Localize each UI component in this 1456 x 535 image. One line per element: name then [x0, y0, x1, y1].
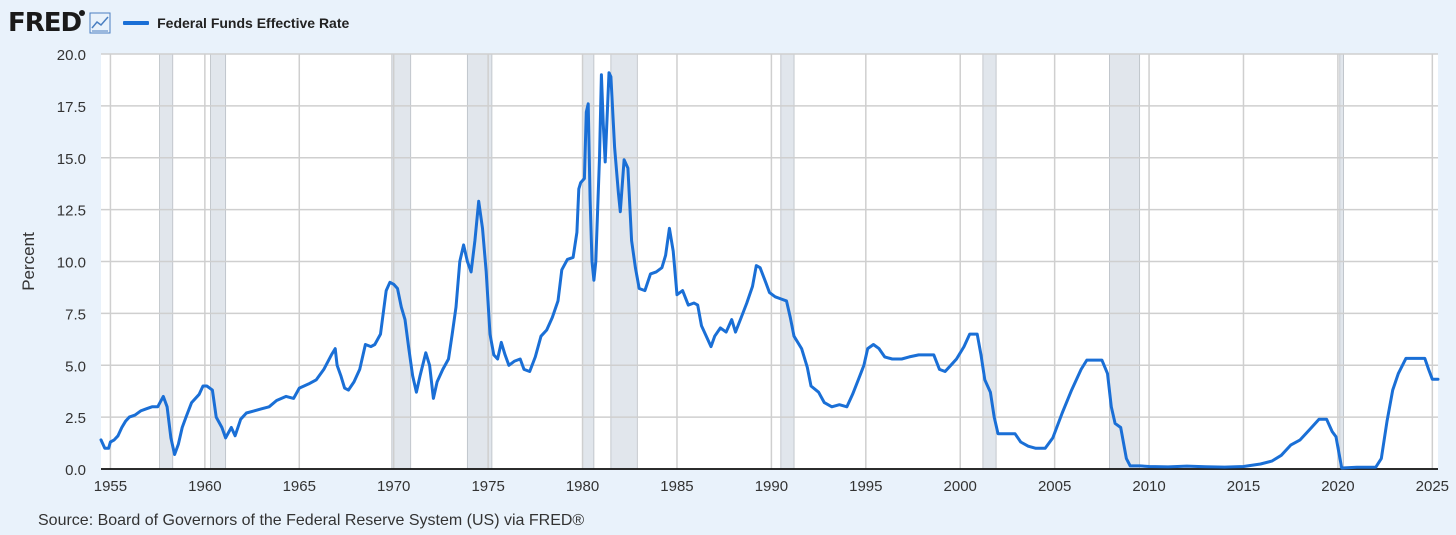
y-axis-label: Percent	[19, 232, 38, 291]
y-tick-label: 10.0	[57, 255, 86, 272]
x-tick-label: 1960	[188, 478, 221, 495]
x-tick-label: 2010	[1132, 478, 1165, 495]
x-tick-label: 1970	[377, 478, 410, 495]
x-tick-label: 1990	[755, 478, 788, 495]
y-tick-label: 20.0	[57, 47, 86, 64]
x-tick-label: 2000	[944, 478, 977, 495]
source-note: Source: Board of Governors of the Federa…	[38, 512, 585, 529]
fred-logo-text: FRED	[8, 8, 82, 38]
x-tick-label: 1995	[849, 478, 882, 495]
y-tick-label: 2.5	[65, 410, 86, 427]
legend: Federal Funds Effective Rate	[123, 15, 349, 31]
y-tick-label: 7.5	[65, 306, 86, 323]
x-tick-label: 1975	[471, 478, 504, 495]
y-tick-label: 17.5	[57, 99, 86, 116]
y-tick-label: 0.0	[65, 462, 86, 479]
y-tick-label: 15.0	[57, 151, 86, 168]
line-chart: 0.0 2.5 5.0 7.5 10.0 12.5 15.0 17.5 20.0 1955 1960…	[19, 47, 1449, 495]
x-tick-label: 2015	[1227, 478, 1260, 495]
x-tick-label: 2005	[1038, 478, 1071, 495]
series-line	[99, 71, 1440, 470]
logo-dot	[79, 10, 86, 16]
fred-logo[interactable]: FRED	[8, 8, 86, 38]
x-tick-label: 2025	[1416, 478, 1449, 495]
legend-swatch	[123, 21, 150, 25]
line-graph-icon	[89, 12, 111, 34]
x-tick-label: 1980	[566, 478, 599, 495]
y-tick-label: 5.0	[65, 358, 86, 375]
legend-label: Federal Funds Effective Rate	[157, 15, 350, 31]
chart-header: FRED Federal Funds Effective Rate	[8, 6, 349, 40]
x-tick-label: 1985	[660, 478, 693, 495]
x-tick-label: 1955	[94, 478, 127, 495]
y-tick-label: 12.5	[57, 203, 86, 220]
x-tick-label: 2020	[1321, 478, 1354, 495]
x-tick-label: 1965	[283, 478, 316, 495]
